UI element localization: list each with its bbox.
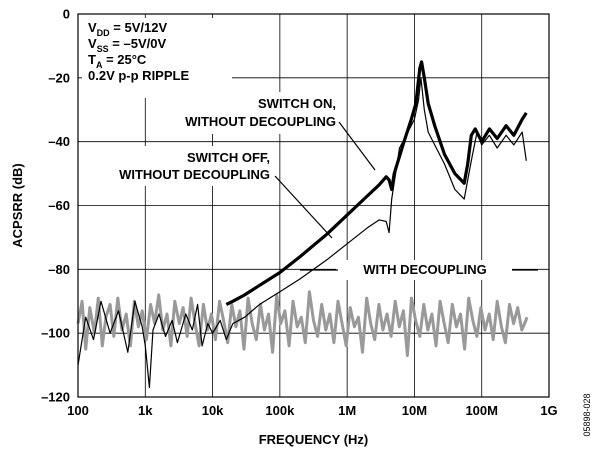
conditions-background	[82, 18, 232, 98]
y-tick-label: –120	[41, 390, 70, 405]
x-axis-label: FREQUENCY (Hz)	[259, 432, 369, 447]
y-tick-label: –80	[48, 262, 70, 277]
annotation-switch-off-leader	[274, 175, 333, 239]
condition-line: TA = 25°C	[88, 52, 147, 70]
condition-line: 0.2V p-p RIPPLE	[88, 68, 189, 83]
annotation-switch-on-background	[170, 92, 338, 134]
x-tick-label: 10M	[402, 403, 427, 418]
annotation-with-decoupling: WITH DECOUPLING	[363, 262, 487, 277]
annotation-with-decoupling-background	[336, 260, 512, 280]
x-tick-label: 100M	[465, 403, 498, 418]
y-tick-label: –40	[48, 134, 70, 149]
annotation-switch-on-leader	[338, 121, 376, 171]
annotations: SWITCH ON, WITHOUT DECOUPLING SWITCH OFF…	[82, 92, 538, 280]
y-tick-label: 0	[63, 7, 70, 22]
annotation-switch-on-line2: WITHOUT DECOUPLING	[185, 114, 336, 129]
y-tick-label: –60	[48, 198, 70, 213]
x-tick-label: 100	[67, 403, 89, 418]
x-tick-labels: 100 1k 10k 100k 1M 10M 100M 1G	[67, 403, 558, 418]
y-tick-label: –100	[41, 326, 70, 341]
series-line-2	[76, 290, 529, 357]
annotation-switch-off-background	[82, 146, 272, 186]
x-tick-label: 10k	[202, 403, 224, 418]
figure-id: 05898-028	[582, 393, 592, 436]
annotation-switch-on-line1: SWITCH ON,	[258, 96, 336, 111]
series-line-0	[225, 60, 528, 306]
plot-frame	[77, 13, 550, 398]
annotation-switch-off-line1: SWITCH OFF,	[187, 150, 270, 165]
y-axis-label: ACPSRR (dB)	[10, 163, 25, 248]
y-tick-label: –20	[48, 70, 70, 85]
x-tick-label: 1M	[338, 403, 356, 418]
y-tick-labels: 0 –20 –40 –60 –80 –100 –120	[41, 7, 70, 405]
series-layer	[76, 60, 529, 388]
condition-line: VDD = 5V/12V	[88, 20, 167, 38]
x-tick-label: 1G	[540, 403, 557, 418]
annotation-switch-off-line2: WITHOUT DECOUPLING	[119, 167, 270, 182]
x-tick-label: 1k	[138, 403, 153, 418]
condition-line: VSS = –5V/0V	[88, 36, 166, 54]
series-line-1	[77, 77, 527, 388]
x-tick-label: 100k	[265, 403, 295, 418]
